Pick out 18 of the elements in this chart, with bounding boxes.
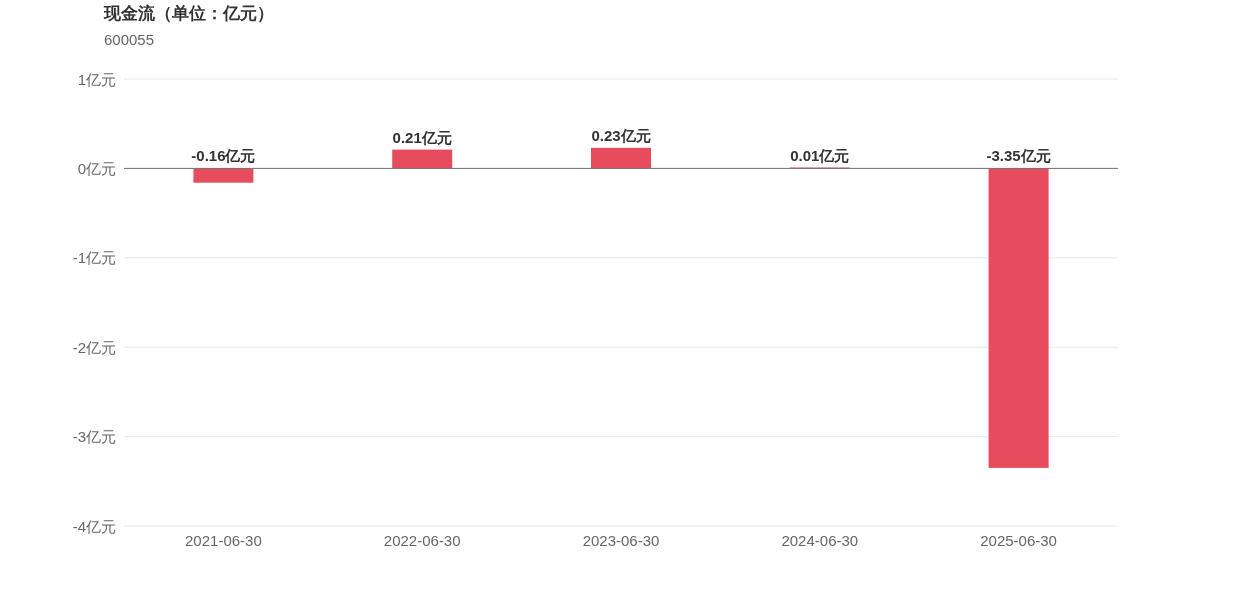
x-tick-label: 2022-06-30: [383, 532, 461, 549]
data-label: 0.23亿元: [591, 126, 651, 144]
data-label: 0.01亿元: [790, 146, 850, 164]
y-tick-label: -4亿元: [72, 517, 116, 535]
y-tick-label: -1亿元: [72, 249, 116, 267]
data-label: -0.16亿元: [191, 147, 256, 165]
y-tick-label: 0亿元: [77, 159, 116, 177]
title: 现金流（单位：亿元）: [104, 4, 274, 23]
data-label: 0.21亿元: [392, 128, 452, 146]
x-tick-label: 2023-06-30: [582, 532, 660, 549]
y-tick-label: -3亿元: [72, 428, 116, 446]
data-label: -3.35亿元: [986, 147, 1051, 165]
subtitle: 600055: [104, 31, 155, 48]
x-tick-label: 2021-06-30: [185, 532, 262, 549]
x-tick-label: 2025-06-30: [980, 532, 1057, 549]
x-tick-label: 2024-06-30: [781, 532, 859, 549]
y-tick-label: 1亿元: [77, 70, 116, 88]
y-tick-label: -2亿元: [72, 338, 116, 356]
